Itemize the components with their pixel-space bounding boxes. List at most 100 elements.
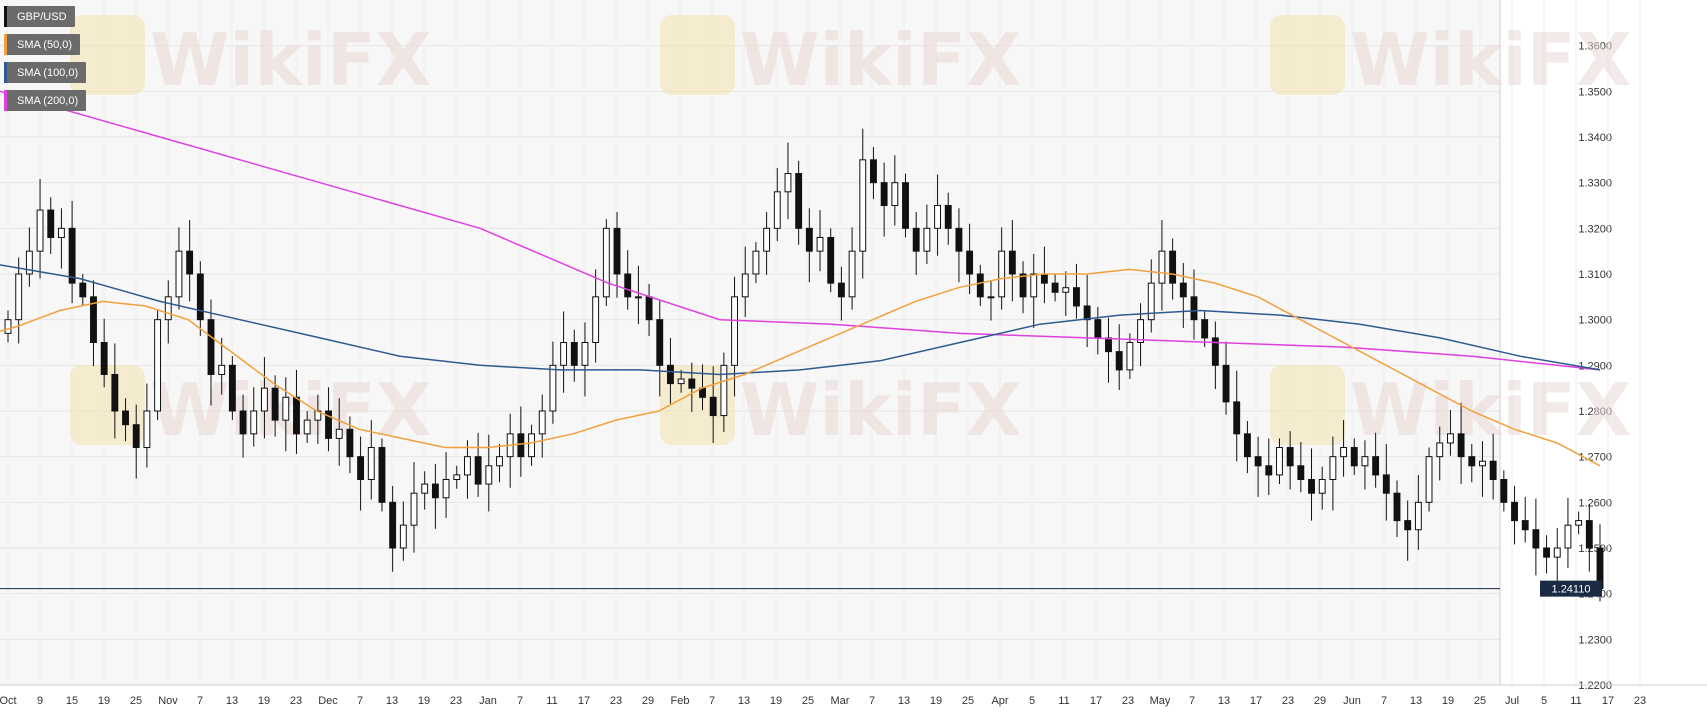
candle: [1040, 273, 1048, 284]
candle: [1457, 433, 1465, 458]
candle: [912, 227, 920, 252]
candle: [1008, 250, 1016, 275]
candle: [442, 479, 450, 499]
x-tick-label: 23: [1634, 695, 1646, 707]
legend-label: SMA (200,0): [17, 94, 79, 107]
legend-item-sma100[interactable]: SMA (100,0): [4, 62, 87, 83]
candle: [827, 236, 835, 284]
candle: [1521, 520, 1529, 531]
candle: [1575, 520, 1583, 526]
candle: [421, 483, 429, 494]
candle: [431, 483, 439, 499]
candle: [1361, 456, 1369, 467]
candle: [68, 227, 76, 284]
candle: [1414, 501, 1422, 531]
x-tick-label: 25: [962, 695, 974, 707]
candle: [250, 410, 258, 435]
candle: [581, 342, 589, 366]
x-tick-label: 7: [357, 695, 363, 707]
x-tick-label: 13: [1218, 695, 1230, 707]
candle: [1372, 456, 1380, 476]
candle: [784, 173, 792, 193]
candle: [848, 250, 856, 298]
candle: [1543, 547, 1551, 558]
candle: [399, 524, 407, 549]
x-tick-label: 25: [130, 695, 142, 707]
candle: [218, 364, 226, 375]
candle: [998, 250, 1006, 298]
candle: [656, 319, 664, 366]
last-price-label: 1.24110: [1552, 584, 1591, 596]
candle: [1222, 364, 1230, 403]
y-tick-label: 1.3300: [1578, 178, 1612, 190]
legend-label: GBP/USD: [17, 10, 67, 23]
candle: [1147, 282, 1155, 321]
candle: [955, 227, 963, 252]
candle: [79, 282, 87, 298]
legend-swatch: [4, 6, 7, 27]
y-tick-label: 1.3400: [1578, 132, 1612, 144]
candle: [870, 159, 877, 184]
watermark-text: WikiFX: [740, 368, 1021, 452]
candle: [966, 250, 974, 275]
candle: [282, 396, 290, 421]
x-tick-label: 23: [1282, 695, 1294, 707]
watermark-text: WikiFX: [740, 18, 1021, 102]
candle: [1436, 442, 1444, 458]
candle: [260, 387, 268, 412]
candle: [463, 456, 471, 476]
candle: [560, 342, 568, 366]
legend-swatch: [4, 62, 7, 83]
x-tick-label: Jun: [1343, 695, 1361, 707]
x-tick-label: 23: [450, 695, 462, 707]
x-tick-label: 7: [1381, 695, 1387, 707]
candle: [570, 342, 578, 366]
x-tick-label: 13: [738, 695, 750, 707]
candle: [934, 205, 941, 229]
candle: [90, 296, 97, 344]
candle: [1190, 296, 1198, 321]
candle: [624, 273, 632, 298]
candle: [720, 364, 728, 417]
candle: [1062, 287, 1070, 293]
x-tick-label: 19: [770, 695, 782, 707]
x-tick-label: 15: [66, 695, 78, 707]
x-tick-label: Feb: [671, 695, 690, 707]
x-tick-label: Apr: [991, 695, 1008, 707]
x-tick-label: May: [1150, 695, 1171, 707]
candle: [1489, 460, 1497, 481]
candle: [1564, 524, 1572, 549]
legend-swatch: [4, 90, 7, 111]
legend-swatch: [4, 34, 7, 55]
watermark-text: WikiFX: [150, 18, 431, 102]
candle: [196, 273, 204, 321]
legend-item-gbpusd[interactable]: GBP/USD: [4, 6, 75, 27]
x-tick-label: 17: [1250, 695, 1262, 707]
plot-background: [0, 0, 1500, 685]
candle: [325, 410, 332, 439]
candle: [164, 296, 172, 321]
candle: [1350, 447, 1358, 467]
legend-item-sma200[interactable]: SMA (200,0): [4, 90, 87, 111]
candle: [1276, 447, 1283, 476]
x-tick-label: 7: [197, 695, 203, 707]
candle: [902, 182, 909, 229]
candle: [1201, 319, 1209, 339]
candle: [645, 296, 653, 321]
watermark-logo: [660, 15, 735, 95]
candle: [239, 410, 247, 435]
candle: [122, 410, 129, 426]
x-tick-label: 25: [802, 695, 814, 707]
legend: GBP/USD SMA (50,0) SMA (100,0) SMA (200,…: [4, 6, 87, 118]
candle: [175, 250, 183, 298]
x-tick-label: Jul: [1505, 695, 1519, 707]
legend-item-sma50[interactable]: SMA (50,0): [4, 34, 81, 55]
candle: [4, 319, 12, 334]
x-tick-label: Jan: [479, 695, 497, 707]
y-tick-label: 1.2900: [1578, 360, 1612, 372]
candle: [303, 419, 311, 435]
y-tick-label: 1.3600: [1578, 41, 1612, 53]
candle: [100, 342, 108, 375]
y-tick-label: 1.3100: [1578, 269, 1612, 281]
